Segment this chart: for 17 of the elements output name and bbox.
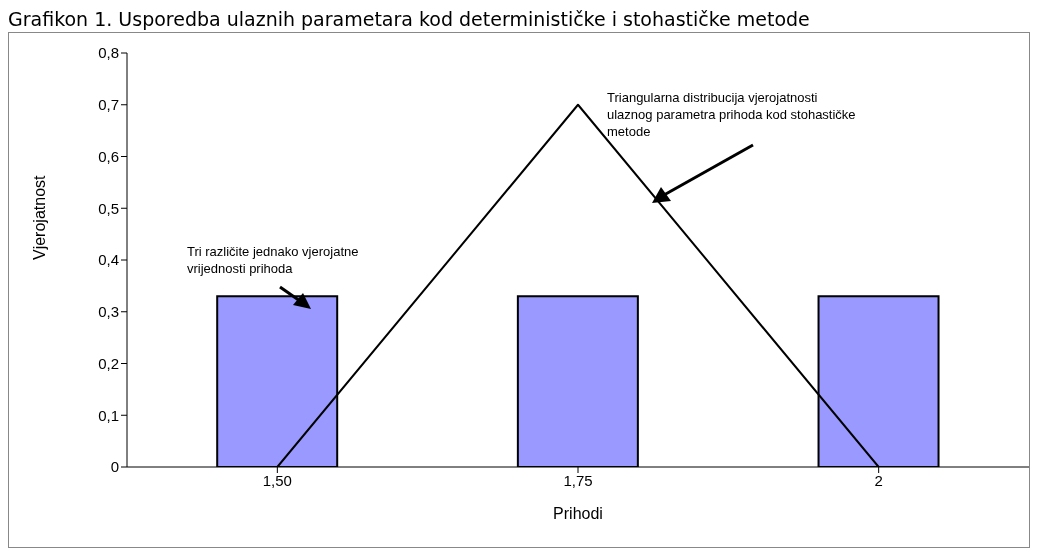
y-tick-label: 0,6 (98, 147, 119, 165)
x-tick-label: 2 (874, 471, 883, 489)
y-tick-label: 0,2 (98, 354, 119, 372)
x-tick-label: 1,50 (262, 471, 292, 489)
y-tick-label: 0,4 (98, 251, 119, 269)
x-axis-title: Prihodi (553, 505, 603, 522)
annotation: Tri različite jednako vjerojatne vrijednosti prihoda (187, 243, 360, 277)
y-tick-label: 0,1 (98, 406, 119, 424)
y-tick-label: 0,7 (98, 96, 119, 114)
y-tick-label: 0,3 (98, 303, 119, 321)
chart-title: Grafikon 1. Usporedba ulaznih parametara kod determinističke i stohastičke metode (8, 8, 811, 32)
y-tick-label: 0 (110, 458, 119, 476)
y-tick-label: 0,8 (98, 44, 119, 62)
y-tick-label: 0,5 (98, 199, 119, 217)
annotation: Triangularna distribucija vjerojatnosti ulaznog parametra prihoda kod stohastičke metode (607, 89, 857, 140)
x-tick-label: 1,75 (563, 471, 593, 489)
y-axis-title: Vjerojatnost (30, 174, 48, 260)
